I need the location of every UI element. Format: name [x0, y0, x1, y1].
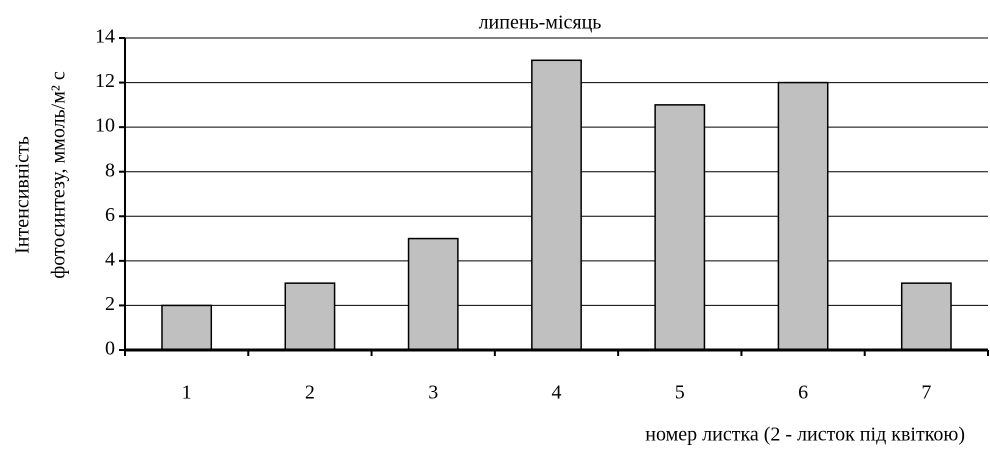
y-axis-label: Інтенсивність: [12, 136, 34, 254]
bar: [531, 59, 582, 351]
x-tick-label: 2: [305, 382, 315, 404]
bar: [900, 282, 952, 351]
x-tick-label: 3: [428, 382, 438, 404]
y-tick-label: 6: [105, 204, 115, 226]
y-tick-label: 0: [105, 338, 115, 360]
y-tick-label: 12: [95, 70, 115, 92]
y-axis-label: фотосинтезу, ммоль/м² с: [48, 71, 70, 279]
chart-title: липень-місяць: [479, 12, 602, 34]
bar: [284, 282, 336, 351]
y-tick-label: 8: [105, 159, 115, 181]
x-tick-label: 4: [552, 382, 562, 404]
bar: [407, 237, 459, 351]
x-tick-label: 1: [182, 382, 192, 404]
y-tick-label: 4: [105, 248, 115, 270]
y-tick-label: 14: [95, 26, 115, 48]
x-axis-label: номер листка (2 - листок під квіткою): [645, 424, 965, 446]
x-tick-label: 6: [798, 382, 808, 404]
bar: [777, 81, 829, 351]
bar: [161, 304, 213, 351]
x-tick-label: 7: [921, 382, 931, 404]
y-tick-label: 2: [105, 293, 115, 315]
y-tick-label: 10: [95, 115, 115, 137]
bar: [654, 104, 706, 351]
x-tick-label: 5: [675, 382, 685, 404]
